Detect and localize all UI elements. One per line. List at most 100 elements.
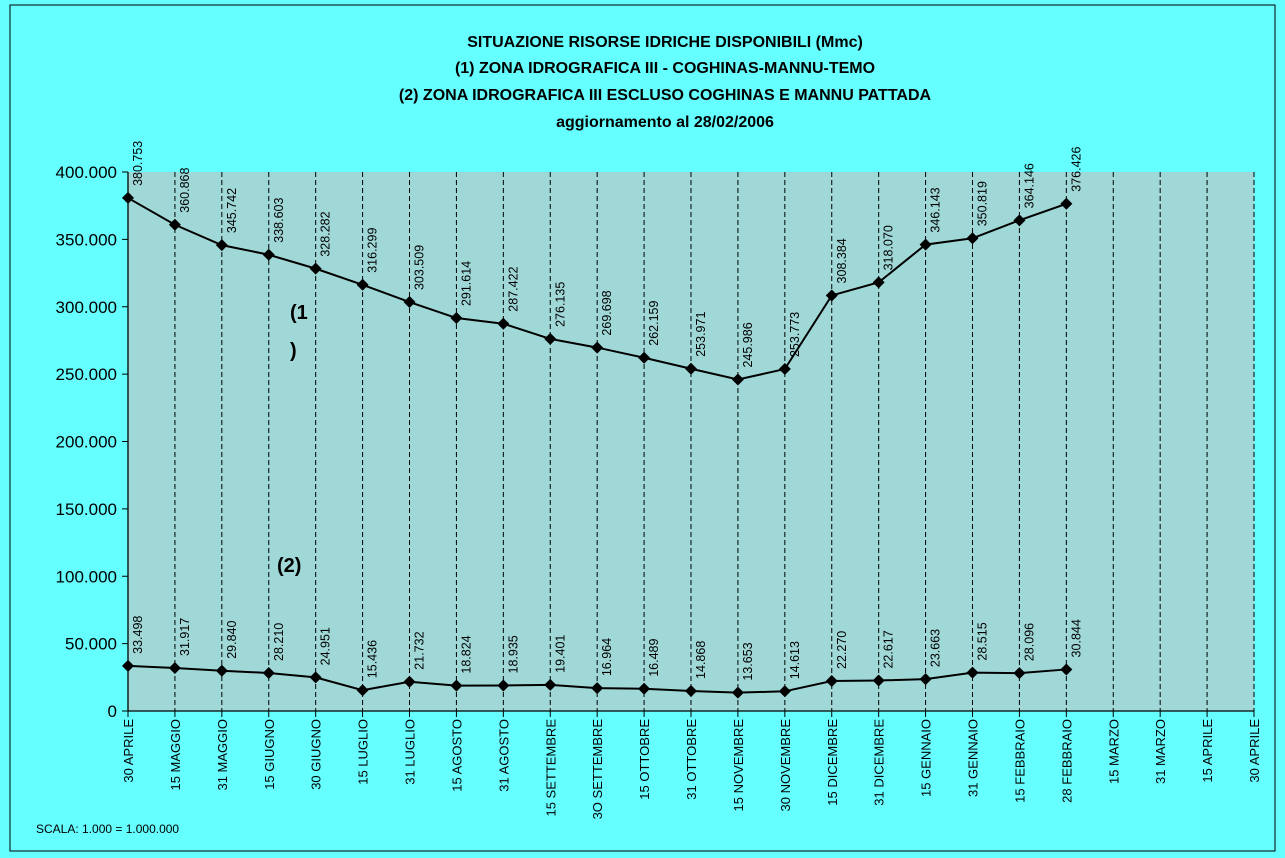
marker bbox=[168, 661, 181, 674]
x-tick-label: 31 OTTOBRE bbox=[684, 719, 699, 800]
marker bbox=[731, 686, 744, 699]
data-label: 269.698 bbox=[600, 290, 614, 335]
marker bbox=[403, 296, 416, 309]
data-label: 23.663 bbox=[929, 629, 943, 667]
chart-title: (2) ZONA IDROGRAFICA III ESCLUSO COGHINA… bbox=[399, 87, 932, 104]
data-label: 19.401 bbox=[553, 635, 567, 673]
data-label: 303.509 bbox=[413, 245, 427, 290]
marker bbox=[1013, 214, 1026, 227]
marker bbox=[544, 332, 557, 345]
marker bbox=[872, 276, 885, 289]
data-label: 328.282 bbox=[319, 211, 333, 256]
data-label: 28.515 bbox=[976, 622, 990, 660]
x-tick-label: 30 NOVEMBRE bbox=[778, 719, 793, 812]
marker bbox=[1013, 667, 1026, 680]
y-tick-label: 300.000 bbox=[56, 298, 117, 317]
chart-border bbox=[9, 4, 1276, 852]
y-tick-label: 400.000 bbox=[56, 163, 117, 182]
x-tick-label: 31 MARZO bbox=[1153, 719, 1168, 784]
marker bbox=[544, 678, 557, 691]
x-tick-label: 30 GIUGNO bbox=[309, 719, 324, 790]
data-label: 15.436 bbox=[366, 640, 380, 678]
marker bbox=[731, 373, 744, 386]
marker bbox=[966, 666, 979, 679]
x-tick-label: 15 DICEMBRE bbox=[825, 719, 840, 806]
x-tick-label: 28 FEBBRAIO bbox=[1059, 719, 1074, 803]
data-label: 29.840 bbox=[225, 621, 239, 659]
x-tick-label: 31 GENNAIO bbox=[966, 719, 981, 797]
marker bbox=[919, 238, 932, 251]
marker bbox=[966, 232, 979, 245]
x-tick-label: 15 NOVEMBRE bbox=[731, 719, 746, 812]
data-label: 33.498 bbox=[131, 616, 145, 654]
x-tick-label: 15 OTTOBRE bbox=[637, 719, 652, 800]
data-label: 253.971 bbox=[694, 312, 708, 357]
marker bbox=[825, 289, 838, 302]
chart-title: (1) ZONA IDROGRAFICA III - COGHINAS-MANN… bbox=[455, 60, 875, 77]
marker bbox=[591, 341, 604, 354]
data-label: 287.422 bbox=[506, 266, 520, 311]
marker bbox=[262, 248, 275, 261]
x-tick-label: 30 APRILE bbox=[121, 719, 136, 783]
annotation: (1 bbox=[290, 302, 308, 324]
marker bbox=[168, 218, 181, 231]
marker bbox=[215, 664, 228, 677]
annotation: (2) bbox=[277, 555, 301, 577]
marker bbox=[685, 362, 697, 375]
y-tick-label: 200.000 bbox=[56, 433, 117, 452]
data-label: 14.868 bbox=[694, 641, 708, 679]
data-label: 346.143 bbox=[929, 187, 943, 232]
marker bbox=[356, 684, 369, 697]
marker bbox=[122, 191, 134, 204]
x-tick-label: 15 APRILE bbox=[1200, 719, 1215, 783]
marker bbox=[778, 685, 791, 698]
data-label: 338.603 bbox=[272, 198, 286, 243]
x-tick-label: 15 MARZO bbox=[1106, 719, 1121, 784]
data-label: 16.964 bbox=[600, 638, 614, 676]
marker bbox=[825, 674, 838, 687]
chart-subtitle: aggiornamento al 28/02/2006 bbox=[556, 114, 774, 131]
marker bbox=[872, 674, 885, 687]
marker bbox=[1060, 197, 1073, 210]
footnote: SCALA: 1.000 = 1.000.000 bbox=[36, 822, 179, 836]
marker bbox=[778, 363, 791, 376]
annotation: ) bbox=[290, 340, 297, 362]
x-tick-label: 15 AGOSTO bbox=[449, 719, 464, 792]
x-tick-label: 31 AGOSTO bbox=[496, 719, 511, 792]
x-tick-label: 3O SETTEMBRE bbox=[590, 719, 605, 820]
x-tick-label: 31 MAGGIO bbox=[215, 719, 230, 791]
marker bbox=[309, 262, 322, 275]
data-label: 30.844 bbox=[1069, 619, 1083, 657]
data-label: 245.986 bbox=[741, 322, 755, 367]
data-label: 364.146 bbox=[1022, 163, 1036, 208]
marker bbox=[309, 671, 322, 684]
marker bbox=[591, 682, 604, 695]
data-label: 28.210 bbox=[272, 623, 286, 661]
data-label: 31.917 bbox=[178, 618, 192, 656]
data-label: 28.096 bbox=[1022, 623, 1036, 661]
marker bbox=[262, 666, 275, 679]
data-label: 380.753 bbox=[131, 141, 145, 186]
marker bbox=[638, 351, 651, 364]
data-label: 345.742 bbox=[225, 188, 239, 233]
chart-title: SITUAZIONE RISORSE IDRICHE DISPONIBILI (… bbox=[467, 34, 863, 51]
y-tick-label: 150.000 bbox=[56, 500, 117, 519]
data-label: 262.159 bbox=[647, 301, 661, 346]
y-tick-label: 350.000 bbox=[56, 230, 117, 249]
marker bbox=[1060, 663, 1073, 676]
data-label: 18.824 bbox=[459, 635, 473, 673]
marker bbox=[215, 239, 228, 252]
marker bbox=[638, 682, 651, 695]
data-label: 21.732 bbox=[413, 631, 427, 669]
data-label: 13.653 bbox=[741, 642, 755, 680]
data-label: 18.935 bbox=[506, 635, 520, 673]
data-label: 316.299 bbox=[366, 228, 380, 273]
x-tick-label: 15 FEBBRAIO bbox=[1012, 719, 1027, 803]
data-label: 276.135 bbox=[553, 282, 567, 327]
marker bbox=[450, 312, 463, 325]
data-label: 22.617 bbox=[882, 630, 896, 668]
data-label: 318.070 bbox=[882, 225, 896, 270]
marker bbox=[497, 317, 510, 330]
data-label: 16.489 bbox=[647, 639, 661, 677]
